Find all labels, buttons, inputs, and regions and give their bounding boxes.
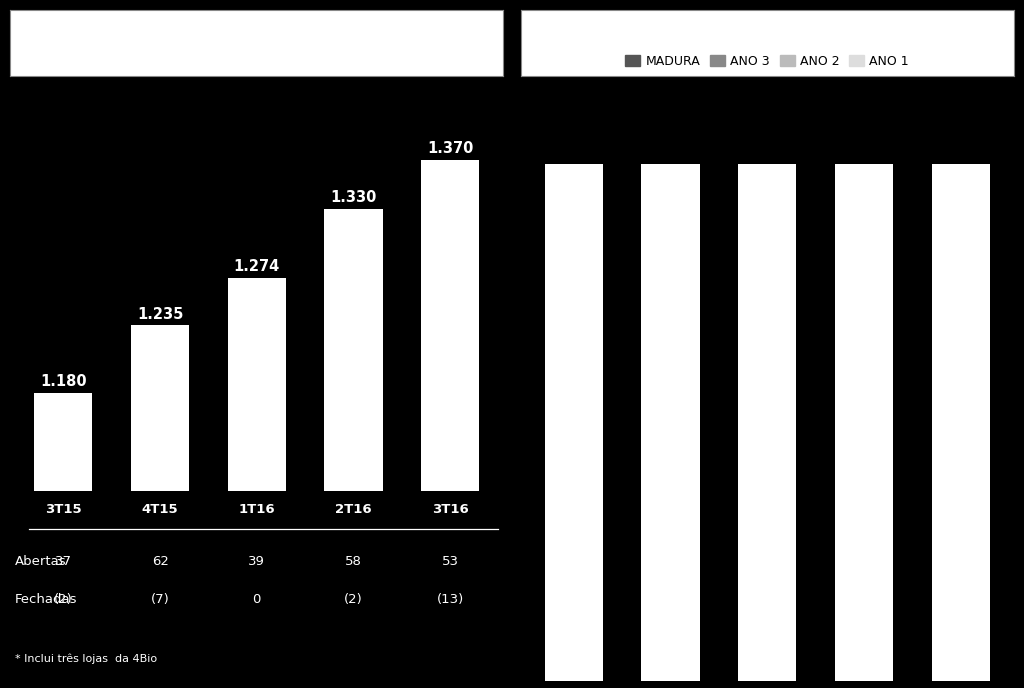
Text: 53: 53 [441, 555, 459, 568]
Text: 1.370: 1.370 [427, 141, 473, 156]
Bar [545, 164, 603, 681]
Text: 0: 0 [253, 593, 261, 605]
Text: * Inclui três lojas  da 4Bio: * Inclui três lojas da 4Bio [15, 653, 158, 663]
Bar [835, 164, 893, 681]
Text: 3T16: 3T16 [432, 504, 469, 516]
Bar [35, 393, 92, 688]
Legend: MADURA, ANO 3, ANO 2, ANO 1: MADURA, ANO 3, ANO 2, ANO 1 [623, 52, 911, 70]
Text: (2): (2) [54, 593, 73, 605]
Text: 1T16: 1T16 [239, 504, 275, 516]
Text: Abertas: Abertas [15, 555, 67, 568]
Text: (13): (13) [436, 593, 464, 605]
Bar [641, 164, 699, 681]
Text: 1.180: 1.180 [40, 374, 87, 389]
Text: Fechadas: Fechadas [15, 593, 78, 605]
Text: 37: 37 [55, 555, 72, 568]
Text: 1.274: 1.274 [233, 259, 280, 274]
Bar [325, 209, 383, 688]
Bar [421, 160, 479, 688]
Bar [227, 277, 286, 688]
Text: 1.330: 1.330 [331, 190, 377, 205]
Text: 2T16: 2T16 [335, 504, 372, 516]
Text: 62: 62 [152, 555, 169, 568]
Bar [738, 164, 797, 681]
Text: 3T15: 3T15 [45, 504, 82, 516]
Bar [932, 164, 989, 681]
Bar [131, 325, 189, 688]
Text: (2): (2) [344, 593, 362, 605]
Text: 58: 58 [345, 555, 361, 568]
Text: 39: 39 [249, 555, 265, 568]
Text: 4T15: 4T15 [141, 504, 178, 516]
Text: (7): (7) [151, 593, 170, 605]
Text: 1.235: 1.235 [137, 307, 183, 322]
